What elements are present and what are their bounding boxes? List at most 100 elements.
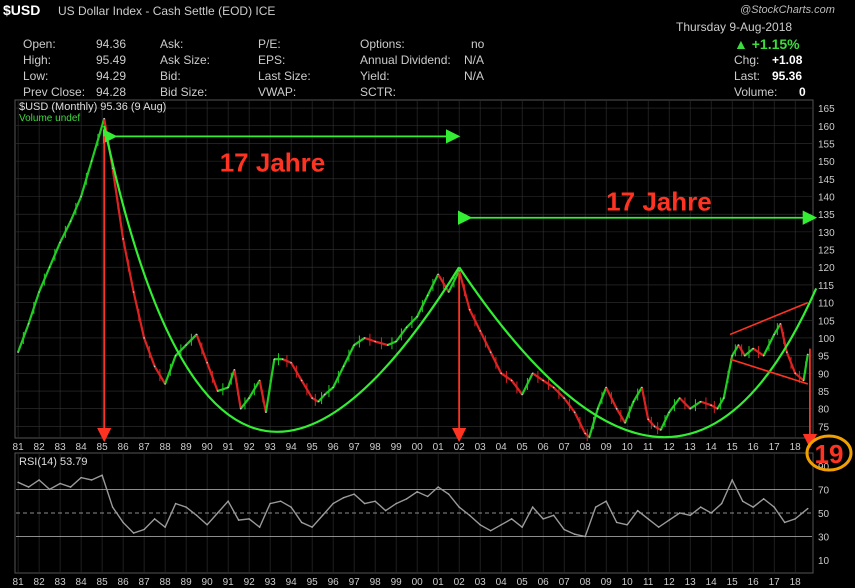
price-point [323, 393, 326, 396]
rsi-point [678, 512, 681, 514]
price-point [521, 393, 523, 396]
x-tick-label-rsi: 99 [391, 577, 403, 588]
price-point [779, 323, 782, 325]
rsi-point [720, 502, 723, 505]
price-point [342, 365, 345, 368]
price-point [647, 418, 649, 421]
price-point [174, 354, 177, 357]
price-point [641, 386, 643, 389]
y-tick-label: 165 [818, 104, 835, 115]
rsi-point [489, 530, 492, 532]
price-point [103, 117, 106, 120]
x-tick-label-rsi: 87 [139, 577, 151, 588]
x-tick-label-rsi: 12 [664, 577, 676, 588]
rsi-point [321, 514, 324, 517]
rsi-point [752, 506, 754, 508]
rsi-point [300, 521, 303, 524]
x-tick-label-rsi: 85 [97, 577, 109, 588]
sctr-label: SCTR: [360, 85, 396, 99]
x-tick-label: 81 [13, 442, 25, 453]
price-point [38, 291, 40, 293]
price-point [531, 372, 534, 375]
rsi-line [17, 474, 809, 538]
x-tick-label-rsi: 08 [580, 577, 592, 588]
x-tick-label-rsi: 98 [370, 577, 382, 588]
price-point [80, 195, 82, 198]
rsi-point [794, 518, 796, 520]
y-tick-label: 115 [818, 281, 834, 292]
x-tick-label: 92 [244, 442, 256, 453]
price-point [185, 344, 187, 346]
volume-legend: Volume undef [19, 113, 80, 124]
rsi-point [395, 502, 397, 505]
price-point [353, 344, 355, 346]
price-point [653, 425, 656, 428]
price-point [426, 294, 429, 297]
chg-label: Chg: [734, 53, 760, 67]
bid-label: Bid: [160, 69, 181, 83]
price-point [195, 333, 198, 336]
x-tick-label: 97 [349, 442, 361, 453]
x-tick-label: 06 [538, 442, 550, 453]
last-value: 95.36 [772, 69, 803, 83]
x-tick-label-rsi: 13 [685, 577, 697, 588]
price-point [332, 386, 334, 389]
volume-label: Volume: [734, 85, 778, 99]
bid-size-label: Bid Size: [160, 85, 208, 99]
open-label: Open: [23, 37, 56, 51]
ask-label: Ask: [160, 37, 184, 51]
price-point [624, 422, 626, 424]
price-point [479, 330, 481, 332]
rsi-point [143, 528, 145, 531]
rsi-panel-frame [14, 452, 814, 574]
price-point [405, 326, 408, 329]
last-size-label: Last Size: [258, 69, 311, 83]
x-tick-label-rsi: 06 [538, 577, 550, 588]
options-value: no [471, 37, 485, 51]
price-point [317, 400, 320, 403]
rsi-point [195, 514, 198, 517]
price-point [164, 383, 166, 385]
yield-value: N/A [464, 69, 485, 83]
price-point [773, 333, 775, 336]
rsi-point [773, 506, 775, 508]
price-point [588, 436, 591, 438]
price-point [510, 379, 513, 382]
y-tick-label: 150 [818, 157, 835, 168]
rsi-point [689, 514, 691, 517]
x-tick-label: 08 [580, 442, 592, 453]
rsi-y-tick-label: 70 [818, 485, 830, 496]
price-point [227, 386, 229, 389]
price-point [248, 397, 250, 399]
rsi-point [563, 528, 565, 531]
brand-logo[interactable]: @StockCharts.com [740, 4, 835, 16]
price-point [806, 353, 809, 356]
options-label: Options: [360, 37, 405, 51]
x-tick-label: 05 [517, 442, 529, 453]
rsi-point [699, 506, 702, 508]
y-tick-label: 75 [818, 422, 830, 433]
rsi-point [48, 488, 51, 491]
x-tick-label: 82 [34, 442, 46, 453]
price-point [699, 400, 702, 403]
rsi-point [741, 500, 744, 502]
rsi-point [531, 506, 534, 508]
x-tick-label-rsi: 01 [433, 577, 445, 588]
rsi-point [426, 495, 429, 498]
price-point [584, 432, 586, 435]
x-tick-label: 00 [412, 442, 424, 453]
x-tick-label: 13 [685, 442, 697, 453]
x-tick-label-rsi: 83 [55, 577, 67, 588]
y-tick-label: 130 [818, 228, 835, 239]
x-tick-label-rsi: 82 [34, 577, 46, 588]
x-tick-label: 88 [160, 442, 172, 453]
price-point [206, 361, 208, 364]
price-point [69, 220, 72, 223]
x-tick-label: 91 [223, 442, 235, 453]
price-point [374, 340, 376, 343]
price-point [500, 372, 502, 375]
rsi-point [269, 502, 271, 505]
price-point [731, 354, 733, 357]
rsi-point [80, 476, 82, 479]
